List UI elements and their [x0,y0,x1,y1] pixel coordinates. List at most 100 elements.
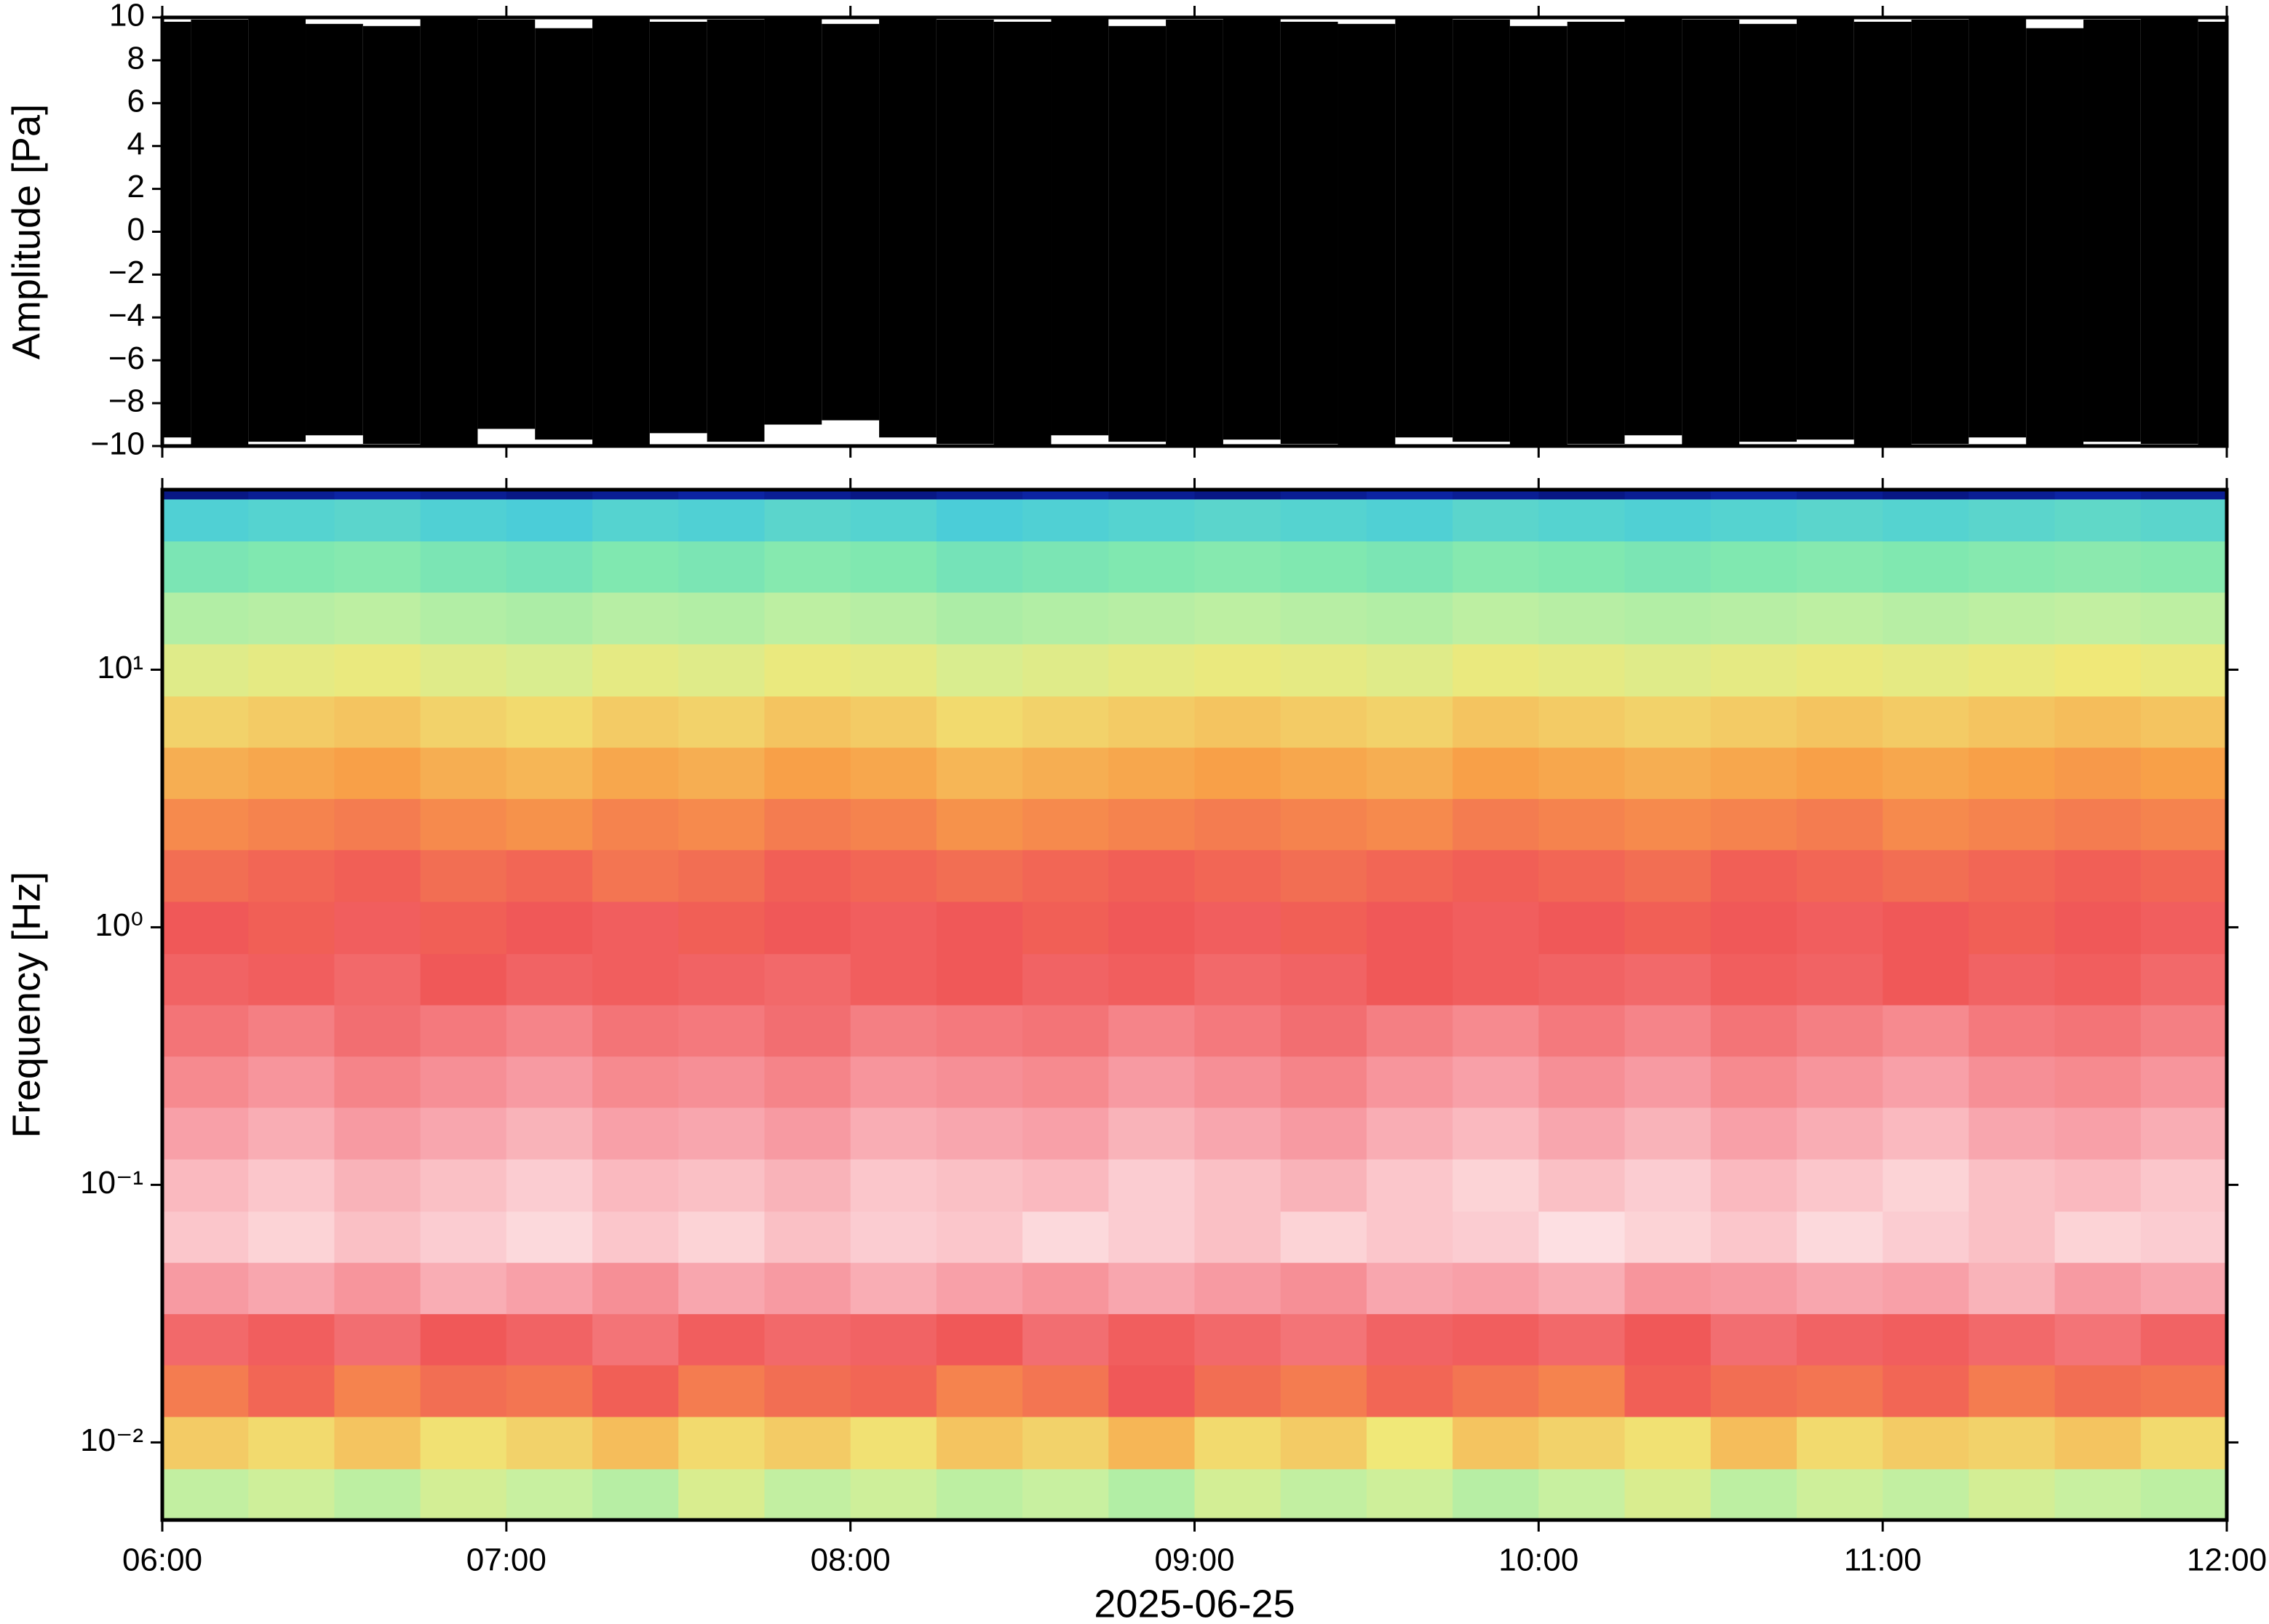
spectrogram-cell [2054,592,2142,645]
spectrogram-cell [1280,1416,1367,1470]
spectrogram-cell [1453,1313,1539,1366]
spectrogram-cell [334,901,421,955]
spectrogram-cell [162,643,249,697]
spectrogram-cell [420,643,507,697]
spectrogram-cell [162,747,249,800]
spectrogram-cell [1710,1211,1797,1263]
spectrogram-cell [1280,1313,1367,1366]
amplitude-envelope [477,19,536,429]
spectrogram-cell [2140,1262,2228,1315]
spectrogram-cell [162,1211,249,1263]
spectrogram-cell [1883,1107,1969,1160]
spectrogram-cell [1883,1005,1969,1057]
spectrogram-cell [1194,498,1281,542]
spectrogram-cell [1366,541,1453,593]
y-tick-label: 6 [127,83,145,119]
spectrogram-cell [1968,498,2056,542]
spectrogram-cell [678,1416,766,1470]
spectrogram-cell [1022,490,1109,500]
spectrogram-cell [592,953,679,1006]
spectrogram-cell [248,1005,335,1057]
spectrogram-cell [1968,953,2056,1006]
y-tick-label: 10¹ [97,650,143,685]
amplitude-envelope [1108,25,1167,442]
spectrogram-cell [420,953,507,1006]
spectrogram-cell [2140,643,2228,697]
spectrogram-cell [2140,1158,2228,1212]
spectrogram-cell [1883,1211,1969,1263]
spectrogram-cell [506,747,593,800]
spectrogram-cell [764,953,851,1006]
spectrogram-cell [248,1158,335,1212]
spectrogram-cell [1796,696,1883,748]
spectrogram-cell [1624,498,1712,542]
spectrogram-cell [764,1211,851,1263]
spectrogram-cell [1710,1158,1797,1212]
spectrogram-cell [1108,953,1196,1006]
spectrogram-cell [1108,1262,1196,1315]
spectrogram-cell [334,1211,421,1263]
spectrogram-cell [1624,1313,1712,1366]
spectrogram-cell [1108,1056,1196,1108]
spectrogram-cell [1538,1211,1626,1263]
amplitude-envelope [1739,23,1797,442]
spectrogram-cell [1108,541,1196,593]
spectrogram-cell [334,953,421,1006]
spectrogram-cell [678,696,766,748]
spectrogram-cell [334,1158,421,1212]
spectrogram-cell [2140,1211,2228,1263]
amplitude-envelope [1453,19,1510,442]
spectrogram-cell [678,953,766,1006]
amplitude-envelope [1395,17,1453,438]
spectrogram-cell [850,1262,937,1315]
spectrogram-cell [1968,901,2056,955]
spectrogram-cell [1108,696,1196,748]
spectrogram-cell [1366,1313,1453,1366]
spectrogram-cell [1022,953,1109,1006]
spectrogram-cell [1538,592,1626,645]
spectrogram-cell [2054,643,2142,697]
spectrogram-cell [1968,541,2056,593]
spectrogram-cell [1366,1056,1453,1108]
spectrogram-cell [2054,747,2142,800]
spectrogram-cell [506,901,593,955]
amplitude-envelope [1682,19,1740,446]
spectrogram-cell [1968,1416,2056,1470]
x-tick-label: 12:00 [2187,1543,2267,1578]
spectrogram-cell [506,1158,593,1212]
spectrogram-cell [1883,490,1969,500]
spectrogram-cell [1538,1158,1626,1212]
spectrogram-cell [1796,849,1883,902]
spectrogram-cell [1624,849,1712,902]
spectrogram-cell [2054,1416,2142,1470]
spectrogram-cell [1968,1158,2056,1212]
spectrogram-cell [1108,592,1196,645]
x-tick-label: 06:00 [122,1543,202,1578]
spectrogram-cell [1366,696,1453,748]
spectrogram-cell [1968,643,2056,697]
spectrogram-cell [1022,1364,1109,1417]
spectrogram-cell [2054,498,2142,542]
spectrogram-cell [506,490,593,500]
spectrogram-cell [1108,798,1196,851]
spectrogram-cell [420,696,507,748]
spectrogram-cell [1624,1158,1712,1212]
spectrogram-cell [1280,592,1367,645]
spectrogram-cell [420,1416,507,1470]
spectrogram-cell [248,1313,335,1366]
spectrogram-cell [1796,1468,1883,1521]
spectrogram-cell [1624,696,1712,748]
spectrogram-cell [1624,592,1712,645]
spectrogram-cell [850,643,937,697]
spectrogram-cell [850,1468,937,1521]
y-tick-label: −8 [108,383,145,419]
y-tick-label: 10 [109,0,145,33]
spectrogram-cell [1108,490,1196,500]
spectrogram-cell [1194,1107,1281,1160]
spectrogram-cell [850,498,937,542]
spectrogram-cell [1538,1364,1626,1417]
spectrogram-cell [1194,1158,1281,1212]
spectrogram-cell [1796,1005,1883,1057]
spectrogram-cell [1022,901,1109,955]
spectrogram-cell [1968,490,2056,500]
